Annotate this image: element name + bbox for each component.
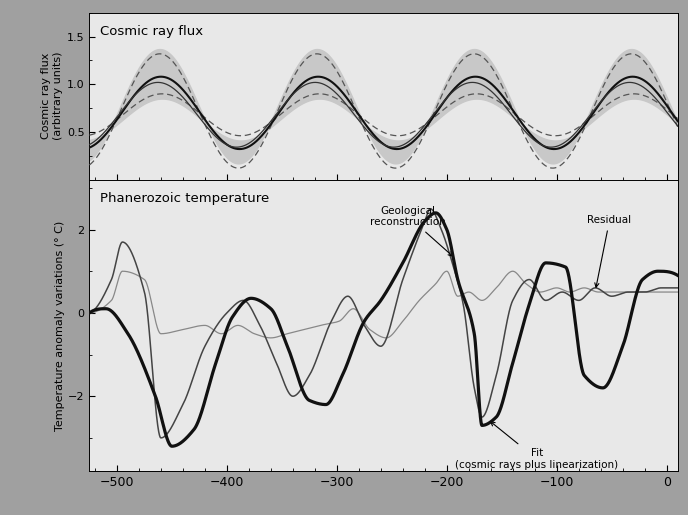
Y-axis label: Cosmic ray flux
(arbitrary units): Cosmic ray flux (arbitrary units) [41, 52, 63, 141]
Text: Fit
(cosmic rays plus linearization): Fit (cosmic rays plus linearization) [455, 422, 619, 470]
Text: Phanerozoic temperature: Phanerozoic temperature [100, 192, 270, 205]
Text: Geological
reconstruction: Geological reconstruction [370, 206, 453, 256]
Text: Residual: Residual [588, 215, 632, 287]
Text: Cosmic ray flux: Cosmic ray flux [100, 25, 204, 38]
Y-axis label: Temperature anomaly variations (° C): Temperature anomaly variations (° C) [55, 220, 65, 431]
